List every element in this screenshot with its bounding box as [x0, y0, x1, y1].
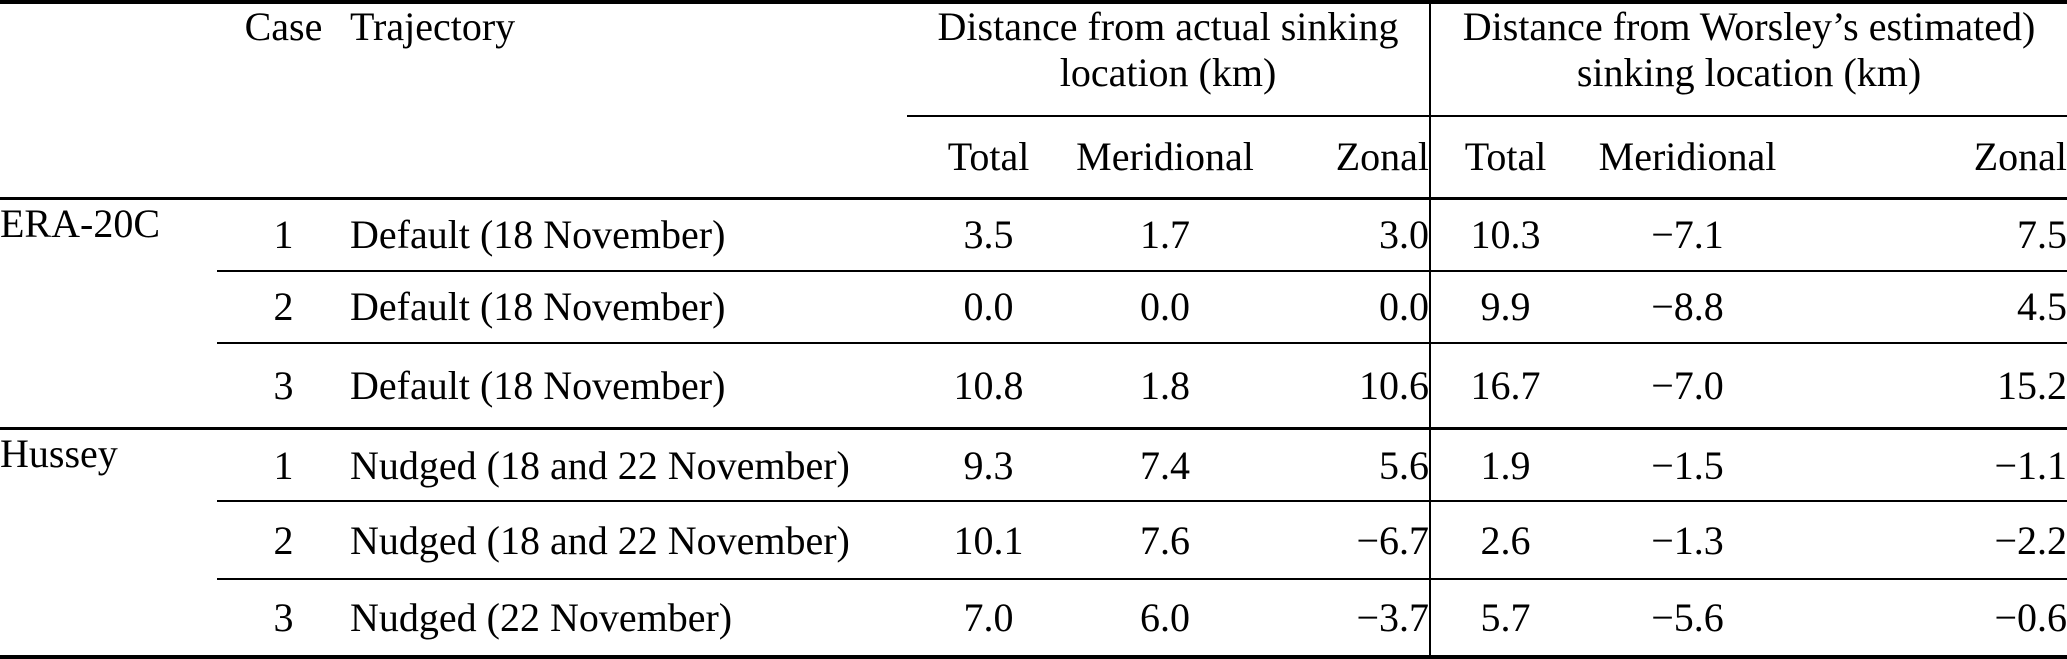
actual-meridional-cell: 1.8 [1070, 342, 1260, 430]
actual-zonal-cell: 10.6 [1260, 342, 1431, 430]
table-body: ERA-20C 1 Default (18 November) 3.5 1.7 … [0, 196, 2067, 659]
worsley-zonal-cell: −1.1 [1795, 428, 2067, 503]
actual-zonal-cell: 3.0 [1260, 196, 1431, 272]
worsley-meridional-cell: −1.5 [1580, 428, 1796, 503]
actual-meridional-cell: 7.4 [1070, 428, 1260, 503]
table-row: 2 Default (18 November) 0.0 0.0 0.0 9.9 … [0, 270, 2067, 344]
worsley-total-cell: 1.9 [1429, 428, 1581, 503]
worsley-zonal-cell: −2.2 [1795, 501, 2067, 581]
worsley-sinking-group-header: Distance from Worsley’s estimated) sinki… [1429, 2, 2067, 117]
worsley-sinking-group-header-line2: sinking location (km) [1576, 50, 1922, 95]
table-row: 3 Default (18 November) 10.8 1.8 10.6 16… [0, 342, 2067, 430]
trajectory-cell: Nudged (18 and 22 November) [350, 501, 907, 581]
worsley-total-cell: 5.7 [1429, 579, 1581, 657]
worsley-zonal-cell: −0.6 [1994, 595, 2067, 641]
table-row: 2 Nudged (18 and 22 November) 10.1 7.6 −… [0, 501, 2067, 581]
actual-sinking-group-header-line1: Distance from actual sinking [937, 4, 1399, 49]
trajectory-cell: Nudged (18 and 22 November) [350, 428, 907, 503]
actual-total-header: Total [947, 133, 1030, 179]
actual-total-cell: 0.0 [907, 270, 1070, 344]
actual-zonal-cell: −6.7 [1260, 501, 1431, 581]
actual-meridional-header: Meridional [1076, 133, 1254, 179]
actual-total-cell: 10.8 [907, 342, 1070, 430]
trajectory-column-header: Trajectory [350, 4, 516, 49]
header-row-groups: Case Trajectory Distance from actual sin… [0, 2, 2067, 117]
group-label-hussey: Hussey [0, 428, 217, 659]
case-cell: 1 [217, 428, 350, 503]
actual-total-cell: 9.3 [907, 428, 1070, 503]
worsley-meridional-header: Meridional [1598, 133, 1777, 179]
actual-total-cell: 3.5 [907, 196, 1070, 272]
case-cell: 3 [273, 595, 294, 641]
case-column-header: Case [244, 4, 323, 49]
worsley-meridional-cell: −1.3 [1580, 501, 1796, 581]
trajectory-cell: Default (18 November) [350, 270, 907, 344]
worsley-zonal-cell: 7.5 [1795, 196, 2067, 272]
worsley-meridional-cell: −8.8 [1580, 270, 1796, 344]
table-header: Case Trajectory Distance from actual sin… [0, 2, 2067, 198]
case-cell: 1 [217, 196, 350, 272]
worsley-zonal-cell: 15.2 [1795, 342, 2067, 430]
worsley-total-cell: 9.9 [1429, 270, 1581, 344]
case-cell: 2 [217, 270, 350, 344]
actual-zonal-cell: −3.7 [1356, 595, 1430, 641]
actual-sinking-group-header: Distance from actual sinking location (k… [907, 2, 1431, 117]
header-row-subheaders: Total Meridional Zonal Total Meridional … [0, 116, 2067, 198]
group-label-era20c: ERA-20C [0, 196, 217, 430]
case-cell: 2 [217, 501, 350, 581]
worsley-meridional-cell: −5.6 [1651, 595, 1724, 641]
actual-zonal-header: Zonal [1335, 133, 1430, 179]
case-cell: 3 [217, 342, 350, 430]
worsley-total-cell: 10.3 [1429, 196, 1581, 272]
worsley-total-header: Total [1429, 116, 1581, 198]
actual-zonal-cell: 5.6 [1260, 428, 1431, 503]
table-row: ERA-20C 1 Default (18 November) 3.5 1.7 … [0, 196, 2067, 430]
worsley-zonal-cell: 4.5 [1795, 270, 2067, 344]
actual-zonal-cell: 0.0 [1260, 270, 1431, 344]
worsley-zonal-header: Zonal [1973, 133, 2067, 179]
actual-meridional-cell: 1.7 [1070, 196, 1260, 272]
table-row: 3 Nudged (22 November) 7.0 6.0 −3.7 5.7 … [0, 579, 2067, 657]
actual-sinking-group-header-line2: location (km) [1059, 50, 1277, 95]
actual-total-cell: 7.0 [963, 595, 1014, 641]
worsley-meridional-cell: −7.0 [1580, 342, 1796, 430]
trajectory-cell: Default (18 November) [350, 196, 907, 272]
actual-meridional-cell: 7.6 [1070, 501, 1260, 581]
trajectory-cell: Nudged (22 November) [350, 595, 733, 641]
worsley-meridional-cell: −7.1 [1580, 196, 1796, 272]
actual-meridional-cell: 0.0 [1070, 270, 1260, 344]
group-column-header [0, 2, 217, 198]
actual-total-cell: 10.1 [907, 501, 1070, 581]
trajectory-cell: Default (18 November) [350, 342, 907, 430]
worsley-total-cell: 2.6 [1429, 501, 1581, 581]
actual-meridional-cell: 6.0 [1140, 595, 1190, 641]
worsley-sinking-group-header-line1: Distance from Worsley’s estimated) [1462, 4, 2036, 49]
worsley-total-cell: 16.7 [1429, 342, 1581, 430]
table-row: Hussey 1 Nudged (18 and 22 November) 9.3… [0, 428, 2067, 659]
